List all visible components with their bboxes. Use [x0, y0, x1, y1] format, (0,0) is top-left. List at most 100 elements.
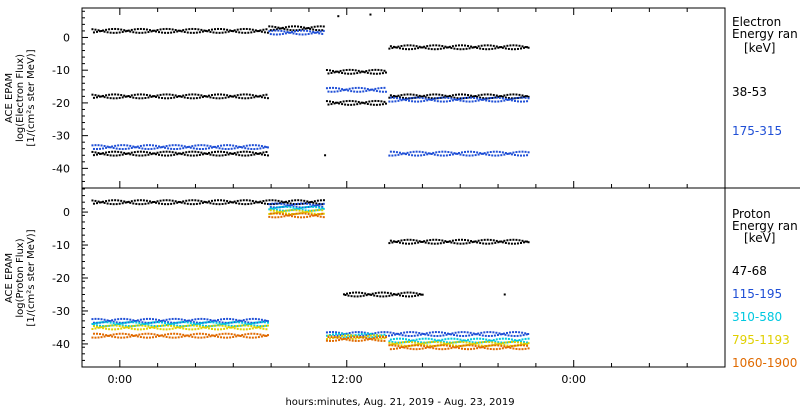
data-point — [521, 331, 524, 334]
data-point — [203, 95, 206, 98]
data-point — [415, 292, 418, 295]
data-point — [269, 209, 272, 212]
data-point — [457, 93, 460, 96]
data-point — [176, 147, 179, 150]
data-point — [406, 340, 409, 343]
data-point — [512, 97, 515, 100]
data-point — [212, 202, 215, 205]
data-point — [179, 95, 182, 98]
data-point — [105, 200, 108, 203]
data-point — [156, 333, 159, 336]
data-point — [366, 332, 369, 335]
data-point — [186, 202, 189, 205]
data-point — [451, 344, 454, 347]
data-point — [102, 333, 105, 336]
data-point — [281, 26, 284, 29]
data-point — [292, 209, 295, 212]
data-point — [253, 324, 256, 327]
data-point — [349, 292, 352, 295]
data-point — [266, 324, 269, 327]
data-point — [99, 147, 102, 150]
data-point — [132, 319, 135, 322]
data-point — [481, 334, 484, 337]
data-point — [527, 333, 530, 336]
data-point — [269, 33, 272, 36]
data-point — [284, 213, 287, 216]
data-point — [468, 96, 471, 99]
data-point — [512, 151, 515, 154]
data-point — [164, 322, 167, 325]
data-point — [209, 153, 212, 156]
data-point — [210, 327, 213, 330]
data-point — [527, 342, 530, 345]
data-point — [286, 31, 289, 34]
data-point — [391, 96, 394, 99]
data-point — [192, 154, 195, 157]
data-point — [298, 212, 301, 215]
data-point — [359, 334, 362, 337]
data-point — [167, 97, 170, 100]
data-point — [398, 47, 401, 50]
data-point — [247, 154, 250, 157]
data-point — [441, 45, 444, 48]
data-point — [97, 317, 100, 320]
data-point — [244, 203, 247, 206]
data-point — [238, 154, 241, 157]
data-point — [418, 45, 421, 48]
data-point — [426, 341, 429, 344]
data-point — [223, 199, 226, 202]
data-point — [335, 87, 338, 90]
legend-entry: 38-53 — [732, 85, 767, 99]
data-point — [503, 153, 506, 156]
data-point — [278, 27, 281, 30]
data-point — [165, 93, 168, 96]
y-axis-title: log(Electron Flux) — [15, 54, 26, 142]
data-point — [277, 26, 280, 29]
data-point — [91, 150, 94, 153]
data-point — [488, 242, 491, 245]
data-point — [459, 153, 462, 156]
data-point — [257, 152, 260, 155]
data-point — [369, 103, 372, 106]
data-point — [158, 153, 161, 156]
data-point — [298, 33, 301, 36]
data-point — [479, 337, 482, 340]
data-point — [100, 201, 103, 204]
data-point — [176, 332, 179, 335]
data-point — [224, 154, 227, 157]
data-point — [232, 152, 235, 155]
data-point — [430, 341, 433, 344]
data-point — [524, 332, 527, 335]
data-point — [218, 147, 221, 150]
legend-unit: [keV] — [744, 231, 775, 245]
data-point — [460, 344, 463, 347]
data-point — [518, 44, 521, 47]
data-point — [182, 147, 185, 150]
data-point — [362, 334, 365, 337]
data-point — [201, 30, 204, 33]
data-point — [486, 93, 489, 96]
data-point — [509, 93, 512, 96]
data-point — [206, 335, 209, 338]
data-point — [286, 28, 289, 31]
data-point — [118, 154, 121, 157]
data-point — [118, 332, 121, 335]
data-point — [513, 344, 516, 347]
data-point — [487, 335, 490, 338]
data-point — [345, 336, 348, 339]
data-point — [312, 209, 315, 212]
data-point — [256, 147, 259, 150]
data-point — [476, 97, 479, 100]
data-point — [414, 100, 417, 103]
data-point — [150, 321, 153, 324]
data-point — [495, 94, 498, 97]
data-point — [95, 321, 98, 324]
data-point — [284, 209, 287, 212]
data-point — [351, 338, 354, 341]
data-point — [445, 100, 448, 103]
data-point — [97, 336, 100, 339]
data-point — [486, 347, 489, 350]
data-point — [224, 332, 227, 335]
data-point — [509, 341, 512, 344]
data-point — [409, 347, 412, 350]
